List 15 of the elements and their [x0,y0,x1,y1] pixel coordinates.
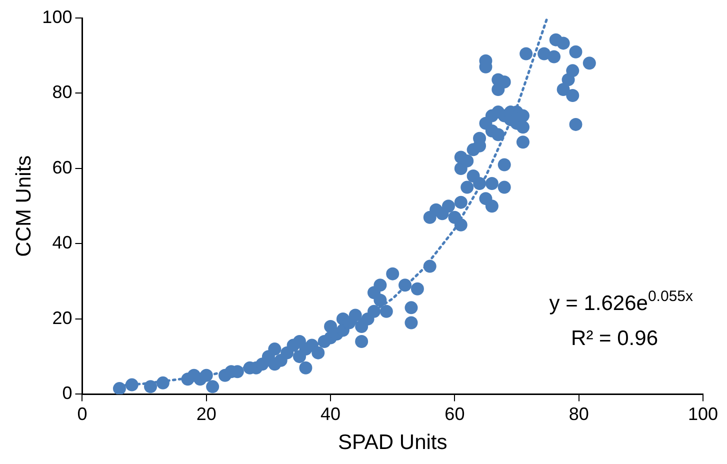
y-axis-title: CCM Units [12,155,36,257]
y-tick-label: 40 [52,232,72,253]
x-tick-label: 20 [196,404,216,424]
x-tick-label: 80 [568,404,589,424]
x-tick-label: 0 [77,404,88,424]
y-tick-label: 80 [52,82,72,102]
x-axis-title: SPAD Units [338,431,448,454]
y-tick-label: 20 [52,308,72,328]
x-tick-label: 60 [444,404,465,424]
y-tick-label: 60 [52,157,72,178]
x-tick-label: 100 [688,404,718,424]
x-tick-label: 40 [320,404,341,424]
y-tick-label: 100 [42,6,72,27]
y-tick-label: 0 [62,383,72,404]
annotation: R² = 0.96 [571,327,658,350]
